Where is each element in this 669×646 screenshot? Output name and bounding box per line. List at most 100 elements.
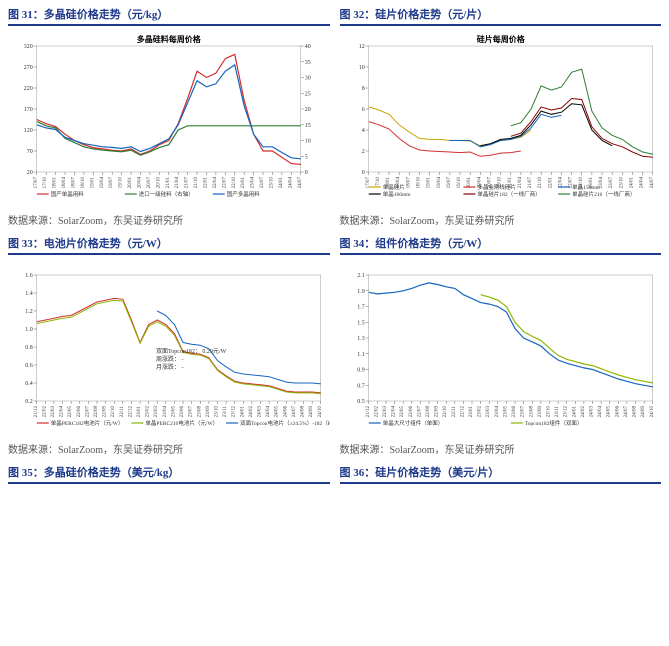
svg-text:23/10: 23/10 [546, 406, 551, 418]
svg-text:22/04: 22/04 [391, 406, 396, 418]
svg-text:24/01: 24/01 [240, 406, 245, 418]
svg-text:22/07: 22/07 [417, 406, 422, 418]
svg-text:0: 0 [361, 170, 364, 176]
svg-text:19/07: 19/07 [109, 177, 114, 189]
svg-text:17/10: 17/10 [43, 177, 48, 189]
svg-text:0.9: 0.9 [357, 368, 365, 374]
svg-text:单晶硅片210（一线厂商）: 单晶硅片210（一线厂商） [572, 190, 635, 198]
svg-text:18/04: 18/04 [62, 177, 67, 189]
svg-text:单晶大尺寸组件（单面）: 单晶大尺寸组件（单面） [382, 419, 443, 427]
svg-text:18/10: 18/10 [416, 177, 421, 189]
svg-text:24/02: 24/02 [249, 406, 254, 418]
svg-text:19/01: 19/01 [426, 177, 431, 189]
svg-text:23/10: 23/10 [269, 177, 274, 189]
svg-text:单晶硅片182（一线厂商）: 单晶硅片182（一线厂商） [477, 190, 540, 198]
panel-31: 图 31：多晶硅价格走势（元/kg） 多晶硅料每周价格2070120170220… [8, 6, 330, 231]
svg-text:22/10: 22/10 [111, 406, 116, 418]
svg-text:22/02: 22/02 [42, 406, 47, 418]
svg-text:24/08: 24/08 [632, 406, 637, 418]
svg-text:21/12: 21/12 [34, 406, 39, 418]
svg-text:19/07: 19/07 [446, 177, 451, 189]
chart-34: 0.50.70.91.11.31.51.71.92.121/1222/0222/… [340, 259, 662, 437]
svg-text:22/09: 22/09 [434, 406, 439, 418]
svg-text:0.2: 0.2 [25, 399, 33, 405]
svg-text:35: 35 [305, 60, 311, 66]
svg-text:8: 8 [361, 86, 364, 92]
svg-text:70: 70 [27, 149, 33, 155]
svg-text:2: 2 [361, 149, 364, 155]
title-underline [8, 253, 330, 255]
svg-text:1.6: 1.6 [25, 273, 33, 279]
svg-text:双面Topcon电池片（≥24.5%）-182（RMB）: 双面Topcon电池片（≥24.5%）-182（RMB） [240, 419, 329, 427]
svg-text:0: 0 [305, 170, 308, 176]
svg-text:2.1: 2.1 [357, 273, 365, 279]
svg-text:19/04: 19/04 [100, 177, 105, 189]
svg-text:21/07: 21/07 [528, 177, 533, 189]
panel-36: 图 36：硅片价格走势（美元/片） [340, 464, 662, 488]
svg-text:1.0: 1.0 [25, 327, 33, 333]
svg-text:24/05: 24/05 [275, 406, 280, 418]
source-text: 数据来源：SolarZoom，东吴证券研究所 [8, 212, 330, 227]
svg-text:20: 20 [305, 107, 311, 113]
title-underline [340, 482, 662, 484]
svg-text:24/04: 24/04 [266, 406, 271, 418]
svg-text:国产单晶用料: 国产单晶用料 [51, 190, 85, 198]
svg-text:23/04: 23/04 [251, 177, 256, 189]
svg-text:23/12: 23/12 [232, 406, 237, 418]
svg-text:双面Topcon182： 0.29元/W: 双面Topcon182： 0.29元/W [156, 348, 227, 355]
svg-text:22/07: 22/07 [85, 406, 90, 418]
svg-text:24/04: 24/04 [639, 177, 644, 189]
svg-text:单晶硅片: 单晶硅片 [382, 183, 404, 191]
svg-text:23/04: 23/04 [163, 406, 168, 418]
chart-33: 0.20.40.60.81.01.21.41.621/1222/0222/032… [8, 259, 330, 437]
svg-text:22/05: 22/05 [68, 406, 73, 418]
svg-text:0.6: 0.6 [25, 363, 33, 369]
svg-text:23/01: 23/01 [241, 177, 246, 189]
svg-text:1.3: 1.3 [357, 336, 365, 342]
svg-text:21/04: 21/04 [175, 177, 180, 189]
panel-33: 图 33：电池片价格走势（元/W） 0.20.40.60.81.01.21.41… [8, 235, 330, 460]
svg-text:15: 15 [305, 123, 311, 129]
svg-text:24/01: 24/01 [279, 177, 284, 189]
svg-text:0.8: 0.8 [25, 345, 33, 351]
svg-text:24/09: 24/09 [309, 406, 314, 418]
svg-text:24/04: 24/04 [598, 406, 603, 418]
svg-text:19/04: 19/04 [436, 177, 441, 189]
svg-text:1.7: 1.7 [357, 305, 365, 311]
svg-text:23/04: 23/04 [494, 406, 499, 418]
svg-text:24/01: 24/01 [629, 177, 634, 189]
svg-text:单晶PERC210电池片（元/W）: 单晶PERC210电池片（元/W） [145, 419, 218, 427]
svg-text:23/11: 23/11 [555, 406, 560, 418]
svg-text:22/10: 22/10 [443, 406, 448, 418]
panel-title: 图 36：硅片价格走势（美元/片） [340, 464, 662, 480]
svg-text:24/07: 24/07 [623, 406, 628, 418]
svg-text:18/01: 18/01 [53, 177, 58, 189]
svg-text:22/07: 22/07 [222, 177, 227, 189]
svg-text:24/10: 24/10 [318, 406, 323, 418]
svg-text:22/09: 22/09 [103, 406, 108, 418]
svg-text:23/03: 23/03 [486, 406, 491, 418]
svg-text:22/03: 22/03 [382, 406, 387, 418]
svg-text:23/06: 23/06 [180, 406, 185, 418]
svg-text:24/06: 24/06 [283, 406, 288, 418]
svg-text:24/02: 24/02 [580, 406, 585, 418]
svg-text:320: 320 [24, 44, 33, 50]
svg-text:23/10: 23/10 [619, 177, 624, 189]
svg-text:21/10: 21/10 [538, 177, 543, 189]
svg-text:月涨跌： -: 月涨跌： - [156, 363, 184, 371]
source-text: 数据来源：SolarZoom，东吴证券研究所 [340, 212, 662, 227]
panel-title: 图 35：多晶硅价格走势（美元/kg） [8, 464, 330, 480]
svg-text:23/07: 23/07 [189, 406, 194, 418]
svg-text:23/02: 23/02 [477, 406, 482, 418]
svg-text:21/01: 21/01 [166, 177, 171, 189]
svg-text:270: 270 [24, 65, 33, 71]
svg-text:220: 220 [24, 86, 33, 92]
svg-text:22/01: 22/01 [203, 177, 208, 189]
svg-text:18/07: 18/07 [406, 177, 411, 189]
svg-text:24/07: 24/07 [649, 177, 654, 189]
svg-text:23/08: 23/08 [197, 406, 202, 418]
svg-text:19/10: 19/10 [119, 177, 124, 189]
svg-text:22/11: 22/11 [451, 406, 456, 418]
svg-text:22/04: 22/04 [60, 406, 65, 418]
source-text: 数据来源：SolarZoom，东吴证券研究所 [8, 441, 330, 456]
